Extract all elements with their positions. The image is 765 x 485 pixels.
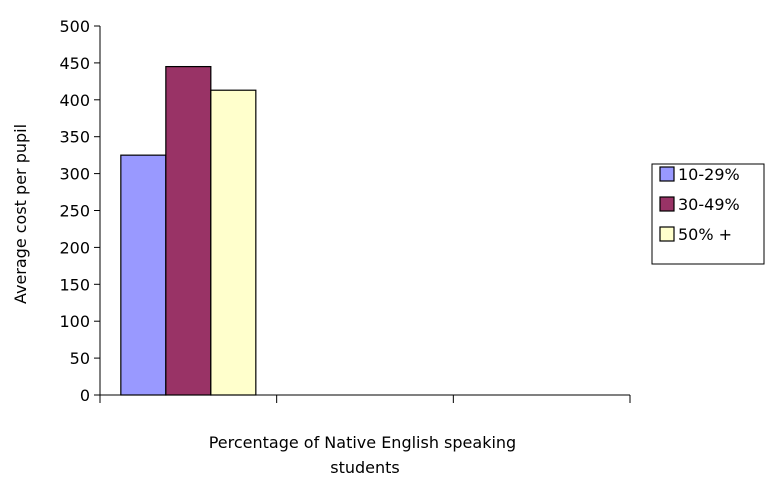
y-axis-title: Average cost per pupil (11, 124, 30, 304)
x-ticks-group (99, 395, 631, 403)
x-axis-title-line-1: Percentage of Native English speaking (209, 433, 517, 452)
legend-label: 30-49% (678, 195, 740, 214)
x-axis-title: Percentage of Native English speaking st… (209, 433, 522, 477)
bar-2 (165, 65, 212, 396)
legend-label: 50% + (678, 225, 732, 244)
y-tick-label: 250 (59, 202, 90, 221)
y-tick-label: 0 (80, 386, 90, 405)
y-tick-label: 400 (59, 91, 90, 110)
legend-label: 10-29% (678, 165, 740, 184)
y-tick-label: 100 (59, 312, 90, 331)
bars-group (120, 65, 257, 396)
y-tick-label: 500 (59, 17, 90, 36)
legend-swatch (659, 226, 675, 242)
y-tick-label: 350 (59, 128, 90, 147)
x-axis-title-line-2: students (330, 458, 400, 477)
legend-items: 10-29% 30-49% 50% + (659, 165, 740, 244)
y-tick-label: 50 (70, 349, 90, 368)
y-tick-label: 150 (59, 275, 90, 294)
bar-3 (210, 89, 257, 396)
legend-swatch (659, 166, 675, 182)
bar-1 (120, 154, 167, 396)
legend: 10-29% 30-49% 50% + (651, 163, 765, 265)
y-tick-label: 200 (59, 238, 90, 257)
y-tick-label: 450 (59, 54, 90, 73)
y-ticks-group: 0 50 100 150 200 250 300 350 400 450 500 (59, 17, 100, 405)
y-tick-label: 300 (59, 165, 90, 184)
legend-swatch (659, 196, 675, 212)
